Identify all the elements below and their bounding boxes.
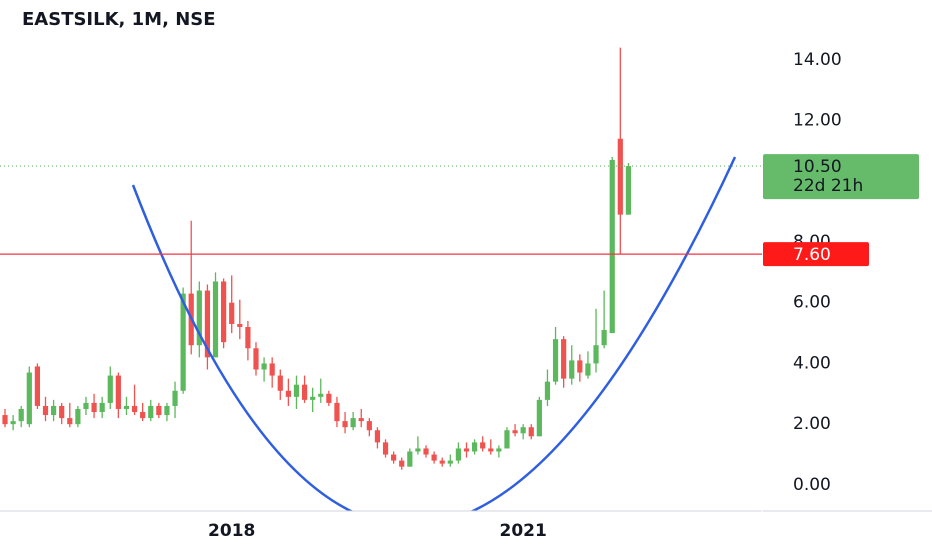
candle-body	[261, 363, 267, 370]
candle-body	[358, 418, 364, 422]
candle-body	[399, 460, 405, 467]
candle-body	[536, 399, 542, 437]
candle-body	[253, 348, 259, 370]
candle-body	[212, 281, 219, 358]
candle-body	[310, 396, 316, 400]
candle-body	[285, 390, 291, 397]
candle-body	[625, 166, 632, 215]
candle-body	[293, 384, 300, 397]
candle-body	[431, 454, 437, 461]
candle-body	[2, 415, 8, 425]
candle-body	[407, 451, 413, 467]
candle-body	[164, 405, 170, 416]
candle-body	[326, 393, 332, 403]
candle-body	[123, 405, 130, 409]
candle-body	[107, 375, 113, 403]
candle-body	[471, 442, 478, 452]
candle-body	[50, 405, 57, 416]
y-tick-label: 2.00	[793, 414, 831, 434]
candle-body	[91, 402, 97, 413]
candle-body	[552, 339, 559, 382]
candle-body	[382, 442, 389, 455]
candle-body	[180, 293, 186, 391]
y-tick-label: 6.00	[793, 293, 831, 313]
candle-body	[391, 454, 397, 461]
candle-body	[334, 402, 340, 422]
price-label-bg	[763, 242, 869, 267]
candle-body	[204, 290, 211, 358]
candle-body	[67, 418, 73, 425]
candle-body	[423, 448, 429, 455]
candle-body	[131, 405, 138, 413]
candle-body	[350, 418, 356, 428]
chart-title: EASTSILK, 1M, NSE	[22, 9, 216, 30]
y-tick-label: 14.00	[793, 50, 842, 70]
candle-body	[609, 160, 615, 334]
candle-body	[99, 402, 105, 413]
candle-body	[561, 339, 567, 379]
candle-body	[75, 408, 81, 425]
candle-body	[34, 366, 41, 406]
candle-body	[528, 427, 534, 437]
candle-body	[415, 448, 421, 452]
candle-body	[237, 323, 243, 328]
candle-body	[512, 430, 518, 434]
candle-body	[496, 448, 502, 452]
candle-body	[277, 375, 283, 391]
candle-body	[374, 430, 381, 443]
candle-body	[601, 330, 607, 346]
candle-body	[196, 290, 202, 346]
candle-body	[10, 421, 16, 425]
candle-body	[617, 138, 623, 215]
drawn-curve	[131, 156, 737, 511]
candle-body	[318, 393, 324, 397]
candle-body	[342, 421, 348, 428]
candle-body	[520, 427, 526, 434]
candle-body	[229, 302, 235, 324]
candle-body	[585, 363, 591, 376]
last-price-bg	[763, 154, 919, 200]
candle-body	[140, 412, 146, 419]
candle-body	[544, 381, 551, 400]
candle-body	[42, 405, 49, 416]
candle-body	[455, 448, 461, 461]
candle-body	[439, 460, 445, 464]
y-tick-label: 4.00	[793, 353, 831, 373]
candle-body	[488, 448, 494, 452]
candle-body	[447, 460, 453, 464]
candle-body	[148, 405, 154, 419]
last-price-label: 10.50	[793, 157, 842, 177]
y-tick-label: 0.00	[793, 475, 831, 495]
candle-body	[463, 448, 470, 452]
price-label: 7.60	[793, 245, 831, 265]
candle-body	[26, 372, 32, 425]
candle-body	[593, 345, 599, 364]
plot-area	[2, 47, 632, 470]
candle-body	[504, 430, 510, 449]
candle-body	[172, 390, 178, 406]
y-tick-label: 12.00	[793, 111, 842, 131]
candle-body	[115, 375, 121, 409]
countdown-label: 22d 21h	[793, 176, 863, 196]
candle-body	[577, 360, 583, 373]
candle-body	[83, 402, 89, 409]
candle-body	[366, 421, 372, 431]
candle-body	[301, 384, 308, 400]
candle-body	[245, 327, 251, 349]
x-tick-label: 2018	[208, 521, 255, 541]
candle-body	[569, 360, 575, 379]
candle-body	[156, 405, 162, 416]
x-tick-label: 2021	[500, 521, 547, 541]
candle-body	[59, 405, 65, 419]
candle-body	[221, 281, 227, 343]
candle-body	[269, 363, 275, 376]
candle-body	[480, 442, 486, 449]
candle-body	[18, 408, 24, 422]
